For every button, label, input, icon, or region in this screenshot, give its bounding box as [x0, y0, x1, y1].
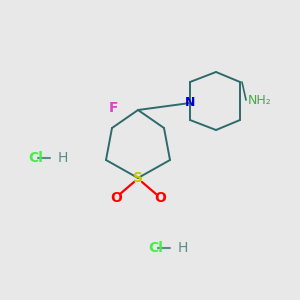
Text: S: S — [133, 171, 143, 185]
Text: O: O — [110, 191, 122, 205]
Text: NH₂: NH₂ — [248, 94, 272, 106]
Text: H: H — [58, 151, 68, 165]
Text: Cl: Cl — [28, 151, 43, 165]
Text: F: F — [109, 101, 118, 115]
Text: N: N — [185, 97, 195, 110]
Text: O: O — [154, 191, 166, 205]
Text: H: H — [178, 241, 188, 255]
Text: Cl: Cl — [148, 241, 163, 255]
